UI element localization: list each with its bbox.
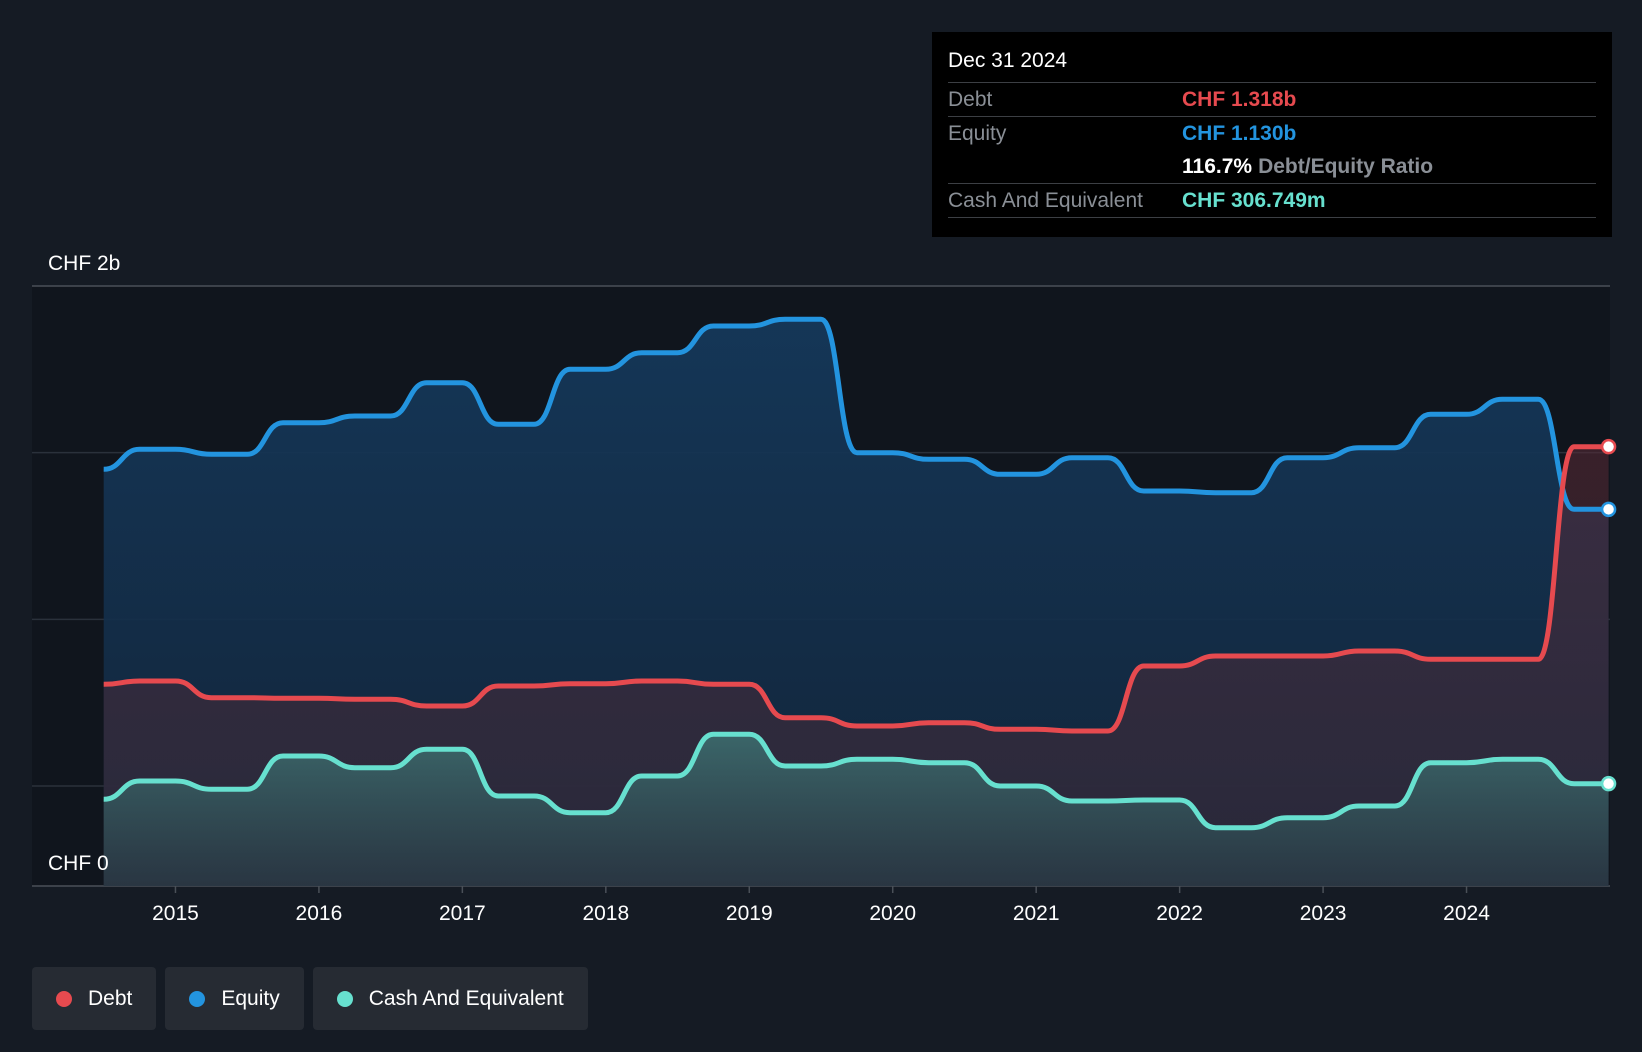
debt-line xyxy=(103,444,1609,734)
debt-end-point[interactable] xyxy=(1600,438,1617,455)
debt-dot-icon xyxy=(56,990,72,1007)
x-tick-label: 2023 xyxy=(1300,902,1347,925)
x-tick-label: 2019 xyxy=(726,902,773,925)
cash-and-equivalent-end-point[interactable] xyxy=(1600,775,1617,792)
tooltip-equity-label: Equity xyxy=(948,121,1007,145)
legend-equity-label: Equity xyxy=(221,986,280,1010)
equity-end-point[interactable] xyxy=(1600,501,1617,518)
tooltip-equity-value: CHF 1.130b xyxy=(1182,121,1297,145)
equity-dot-icon xyxy=(189,990,206,1007)
tooltip-row-cash: Cash And Equivalent CHF 306.749m xyxy=(948,183,1596,218)
tooltip-debt-label: Debt xyxy=(948,87,993,111)
tooltip-cash-label: Cash And Equivalent xyxy=(948,188,1143,212)
x-tick-label: 2018 xyxy=(582,902,629,925)
x-tick-label: 2017 xyxy=(439,902,486,925)
tooltip-ratio-label: Debt/Equity Ratio xyxy=(1258,154,1434,178)
x-tick-label: 2024 xyxy=(1443,902,1490,925)
legend: Debt Equity Cash And Equivalent xyxy=(32,967,588,1030)
legend-debt-label: Debt xyxy=(88,986,133,1010)
legend-item-cash[interactable]: Cash And Equivalent xyxy=(312,967,588,1030)
x-tick-label: 2015 xyxy=(152,902,199,925)
tooltip-row-equity: Equity CHF 1.130b xyxy=(948,116,1596,150)
tooltip-ratio-value: 116.7% xyxy=(1182,154,1253,178)
tooltip-debt-value: CHF 1.318b xyxy=(1182,87,1297,111)
tooltip-row-ratio: 116.7% Debt/Equity Ratio xyxy=(948,150,1596,183)
cash-dot-icon xyxy=(336,990,353,1007)
x-tick-label: 2016 xyxy=(296,902,343,925)
legend-item-debt[interactable]: Debt xyxy=(32,967,157,1030)
tooltip-row-debt: Debt CHF 1.318b xyxy=(948,82,1596,116)
legend-item-equity[interactable]: Equity xyxy=(165,967,304,1030)
legend-cash-label: Cash And Equivalent xyxy=(368,986,564,1010)
equity-line xyxy=(103,316,1609,512)
tooltip-date: Dec 31 2024 xyxy=(948,49,1068,72)
cash-and-equivalent-line xyxy=(103,731,1609,831)
y-axis-zero-label: CHF 0 xyxy=(48,852,109,875)
tooltip-panel: Dec 31 2024 Debt CHF 1.318b Equity CHF 1… xyxy=(932,32,1612,237)
y-axis-top-label: CHF 2b xyxy=(48,252,120,275)
x-tick-label: 2021 xyxy=(1013,902,1060,925)
x-tick-label: 2022 xyxy=(1156,902,1203,925)
tooltip-cash-value: CHF 306.749m xyxy=(1182,188,1326,212)
x-tick-label: 2020 xyxy=(869,902,916,925)
